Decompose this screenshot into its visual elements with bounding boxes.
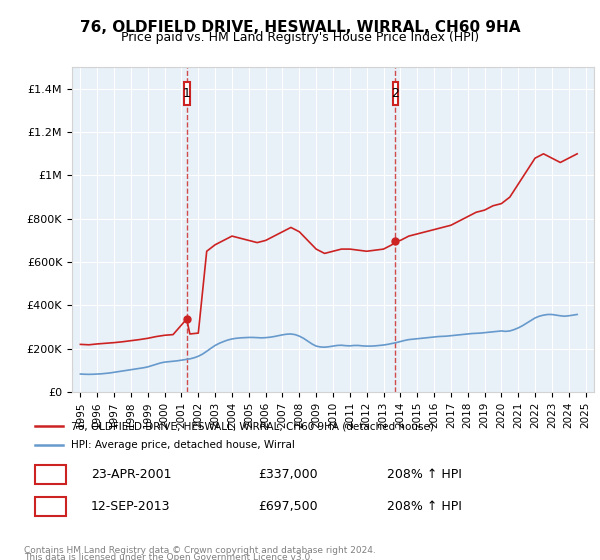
FancyBboxPatch shape (35, 465, 66, 484)
FancyBboxPatch shape (392, 82, 398, 105)
Text: 1: 1 (46, 468, 54, 481)
Text: This data is licensed under the Open Government Licence v3.0.: This data is licensed under the Open Gov… (24, 553, 313, 560)
Text: 2: 2 (392, 87, 400, 100)
Text: 12-SEP-2013: 12-SEP-2013 (91, 500, 170, 514)
Text: Price paid vs. HM Land Registry's House Price Index (HPI): Price paid vs. HM Land Registry's House … (121, 31, 479, 44)
Text: 1: 1 (183, 87, 191, 100)
Text: 23-APR-2001: 23-APR-2001 (91, 468, 172, 481)
Text: HPI: Average price, detached house, Wirral: HPI: Average price, detached house, Wirr… (71, 440, 295, 450)
Text: 76, OLDFIELD DRIVE, HESWALL, WIRRAL, CH60 9HA: 76, OLDFIELD DRIVE, HESWALL, WIRRAL, CH6… (80, 20, 520, 35)
Text: £697,500: £697,500 (259, 500, 318, 514)
Text: 76, OLDFIELD DRIVE, HESWALL, WIRRAL, CH60 9HA (detached house): 76, OLDFIELD DRIVE, HESWALL, WIRRAL, CH6… (71, 421, 434, 431)
Text: 208% ↑ HPI: 208% ↑ HPI (387, 500, 461, 514)
Text: 208% ↑ HPI: 208% ↑ HPI (387, 468, 461, 481)
Text: £337,000: £337,000 (259, 468, 318, 481)
FancyBboxPatch shape (35, 497, 66, 516)
FancyBboxPatch shape (184, 82, 190, 105)
Text: 2: 2 (46, 500, 54, 514)
Text: Contains HM Land Registry data © Crown copyright and database right 2024.: Contains HM Land Registry data © Crown c… (24, 546, 376, 555)
